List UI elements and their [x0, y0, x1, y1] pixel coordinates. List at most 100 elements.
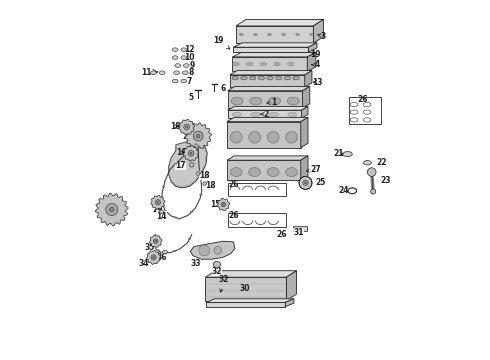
Text: 24: 24	[339, 186, 349, 195]
Polygon shape	[305, 71, 312, 87]
Ellipse shape	[151, 255, 156, 260]
Ellipse shape	[269, 97, 280, 105]
Ellipse shape	[274, 62, 280, 66]
Text: 26: 26	[228, 211, 239, 220]
Ellipse shape	[190, 211, 193, 212]
Polygon shape	[293, 226, 307, 231]
Ellipse shape	[181, 48, 187, 51]
Ellipse shape	[254, 33, 257, 36]
Ellipse shape	[155, 200, 160, 205]
Polygon shape	[206, 299, 294, 302]
Polygon shape	[233, 43, 317, 47]
Ellipse shape	[364, 161, 371, 165]
Polygon shape	[236, 26, 314, 43]
Polygon shape	[307, 53, 316, 71]
Ellipse shape	[174, 163, 177, 164]
Ellipse shape	[233, 62, 239, 66]
Polygon shape	[205, 277, 286, 301]
Ellipse shape	[151, 71, 156, 75]
Ellipse shape	[267, 168, 279, 176]
Text: 26: 26	[228, 180, 239, 189]
Text: 18: 18	[171, 122, 181, 131]
Ellipse shape	[268, 33, 271, 36]
Polygon shape	[227, 117, 308, 122]
Polygon shape	[190, 241, 235, 259]
Text: 30: 30	[240, 284, 250, 293]
Ellipse shape	[288, 62, 294, 66]
Polygon shape	[227, 156, 308, 160]
Ellipse shape	[370, 189, 376, 194]
Ellipse shape	[157, 201, 159, 203]
Polygon shape	[227, 160, 301, 180]
Ellipse shape	[196, 172, 200, 175]
Ellipse shape	[241, 76, 247, 80]
Polygon shape	[286, 271, 296, 301]
Polygon shape	[314, 19, 323, 43]
Ellipse shape	[249, 76, 256, 80]
Text: 22: 22	[376, 158, 387, 167]
Polygon shape	[96, 193, 128, 226]
Ellipse shape	[172, 79, 178, 83]
Text: 27: 27	[306, 166, 320, 175]
Polygon shape	[232, 53, 316, 57]
Ellipse shape	[286, 168, 297, 176]
Text: 35: 35	[145, 243, 155, 252]
Ellipse shape	[269, 112, 278, 117]
Text: 12: 12	[184, 45, 195, 54]
Text: 11: 11	[141, 68, 151, 77]
Ellipse shape	[184, 124, 190, 130]
Text: 5: 5	[189, 93, 194, 102]
Polygon shape	[301, 156, 308, 180]
Ellipse shape	[196, 134, 200, 138]
Text: 29: 29	[152, 205, 163, 214]
Polygon shape	[233, 47, 308, 52]
Polygon shape	[206, 302, 285, 307]
Ellipse shape	[275, 76, 282, 80]
Ellipse shape	[159, 71, 165, 75]
Polygon shape	[179, 119, 195, 135]
Ellipse shape	[155, 240, 157, 242]
Polygon shape	[228, 86, 310, 91]
Polygon shape	[205, 271, 296, 277]
Ellipse shape	[246, 62, 253, 66]
Bar	[228, 183, 286, 196]
Ellipse shape	[232, 112, 242, 117]
Polygon shape	[217, 198, 230, 211]
Ellipse shape	[203, 182, 206, 185]
Ellipse shape	[152, 237, 155, 239]
Polygon shape	[301, 107, 308, 118]
Text: 21: 21	[333, 149, 344, 158]
Text: 4: 4	[312, 60, 319, 69]
Ellipse shape	[267, 131, 279, 143]
Polygon shape	[147, 251, 161, 264]
Ellipse shape	[286, 131, 297, 143]
Polygon shape	[236, 19, 323, 26]
Text: 9: 9	[190, 61, 195, 70]
Polygon shape	[308, 43, 317, 52]
Text: 26: 26	[276, 230, 287, 239]
Ellipse shape	[197, 145, 200, 147]
Ellipse shape	[310, 33, 314, 36]
Ellipse shape	[183, 64, 189, 67]
Text: 15: 15	[210, 200, 221, 209]
Text: 8: 8	[188, 68, 194, 77]
Text: 7: 7	[187, 77, 192, 86]
Ellipse shape	[267, 76, 273, 80]
Ellipse shape	[230, 131, 242, 143]
Ellipse shape	[213, 261, 220, 268]
Polygon shape	[230, 75, 305, 87]
Ellipse shape	[172, 56, 178, 59]
Text: 3: 3	[318, 32, 326, 41]
Ellipse shape	[368, 168, 376, 176]
Text: 31: 31	[293, 228, 303, 237]
Polygon shape	[149, 235, 162, 247]
Ellipse shape	[260, 62, 267, 66]
Ellipse shape	[173, 250, 176, 252]
Text: 26: 26	[357, 95, 368, 104]
Ellipse shape	[162, 205, 165, 207]
Text: 33: 33	[190, 259, 200, 268]
Ellipse shape	[284, 76, 291, 80]
Polygon shape	[301, 117, 308, 148]
Ellipse shape	[232, 76, 239, 80]
Polygon shape	[285, 299, 294, 307]
